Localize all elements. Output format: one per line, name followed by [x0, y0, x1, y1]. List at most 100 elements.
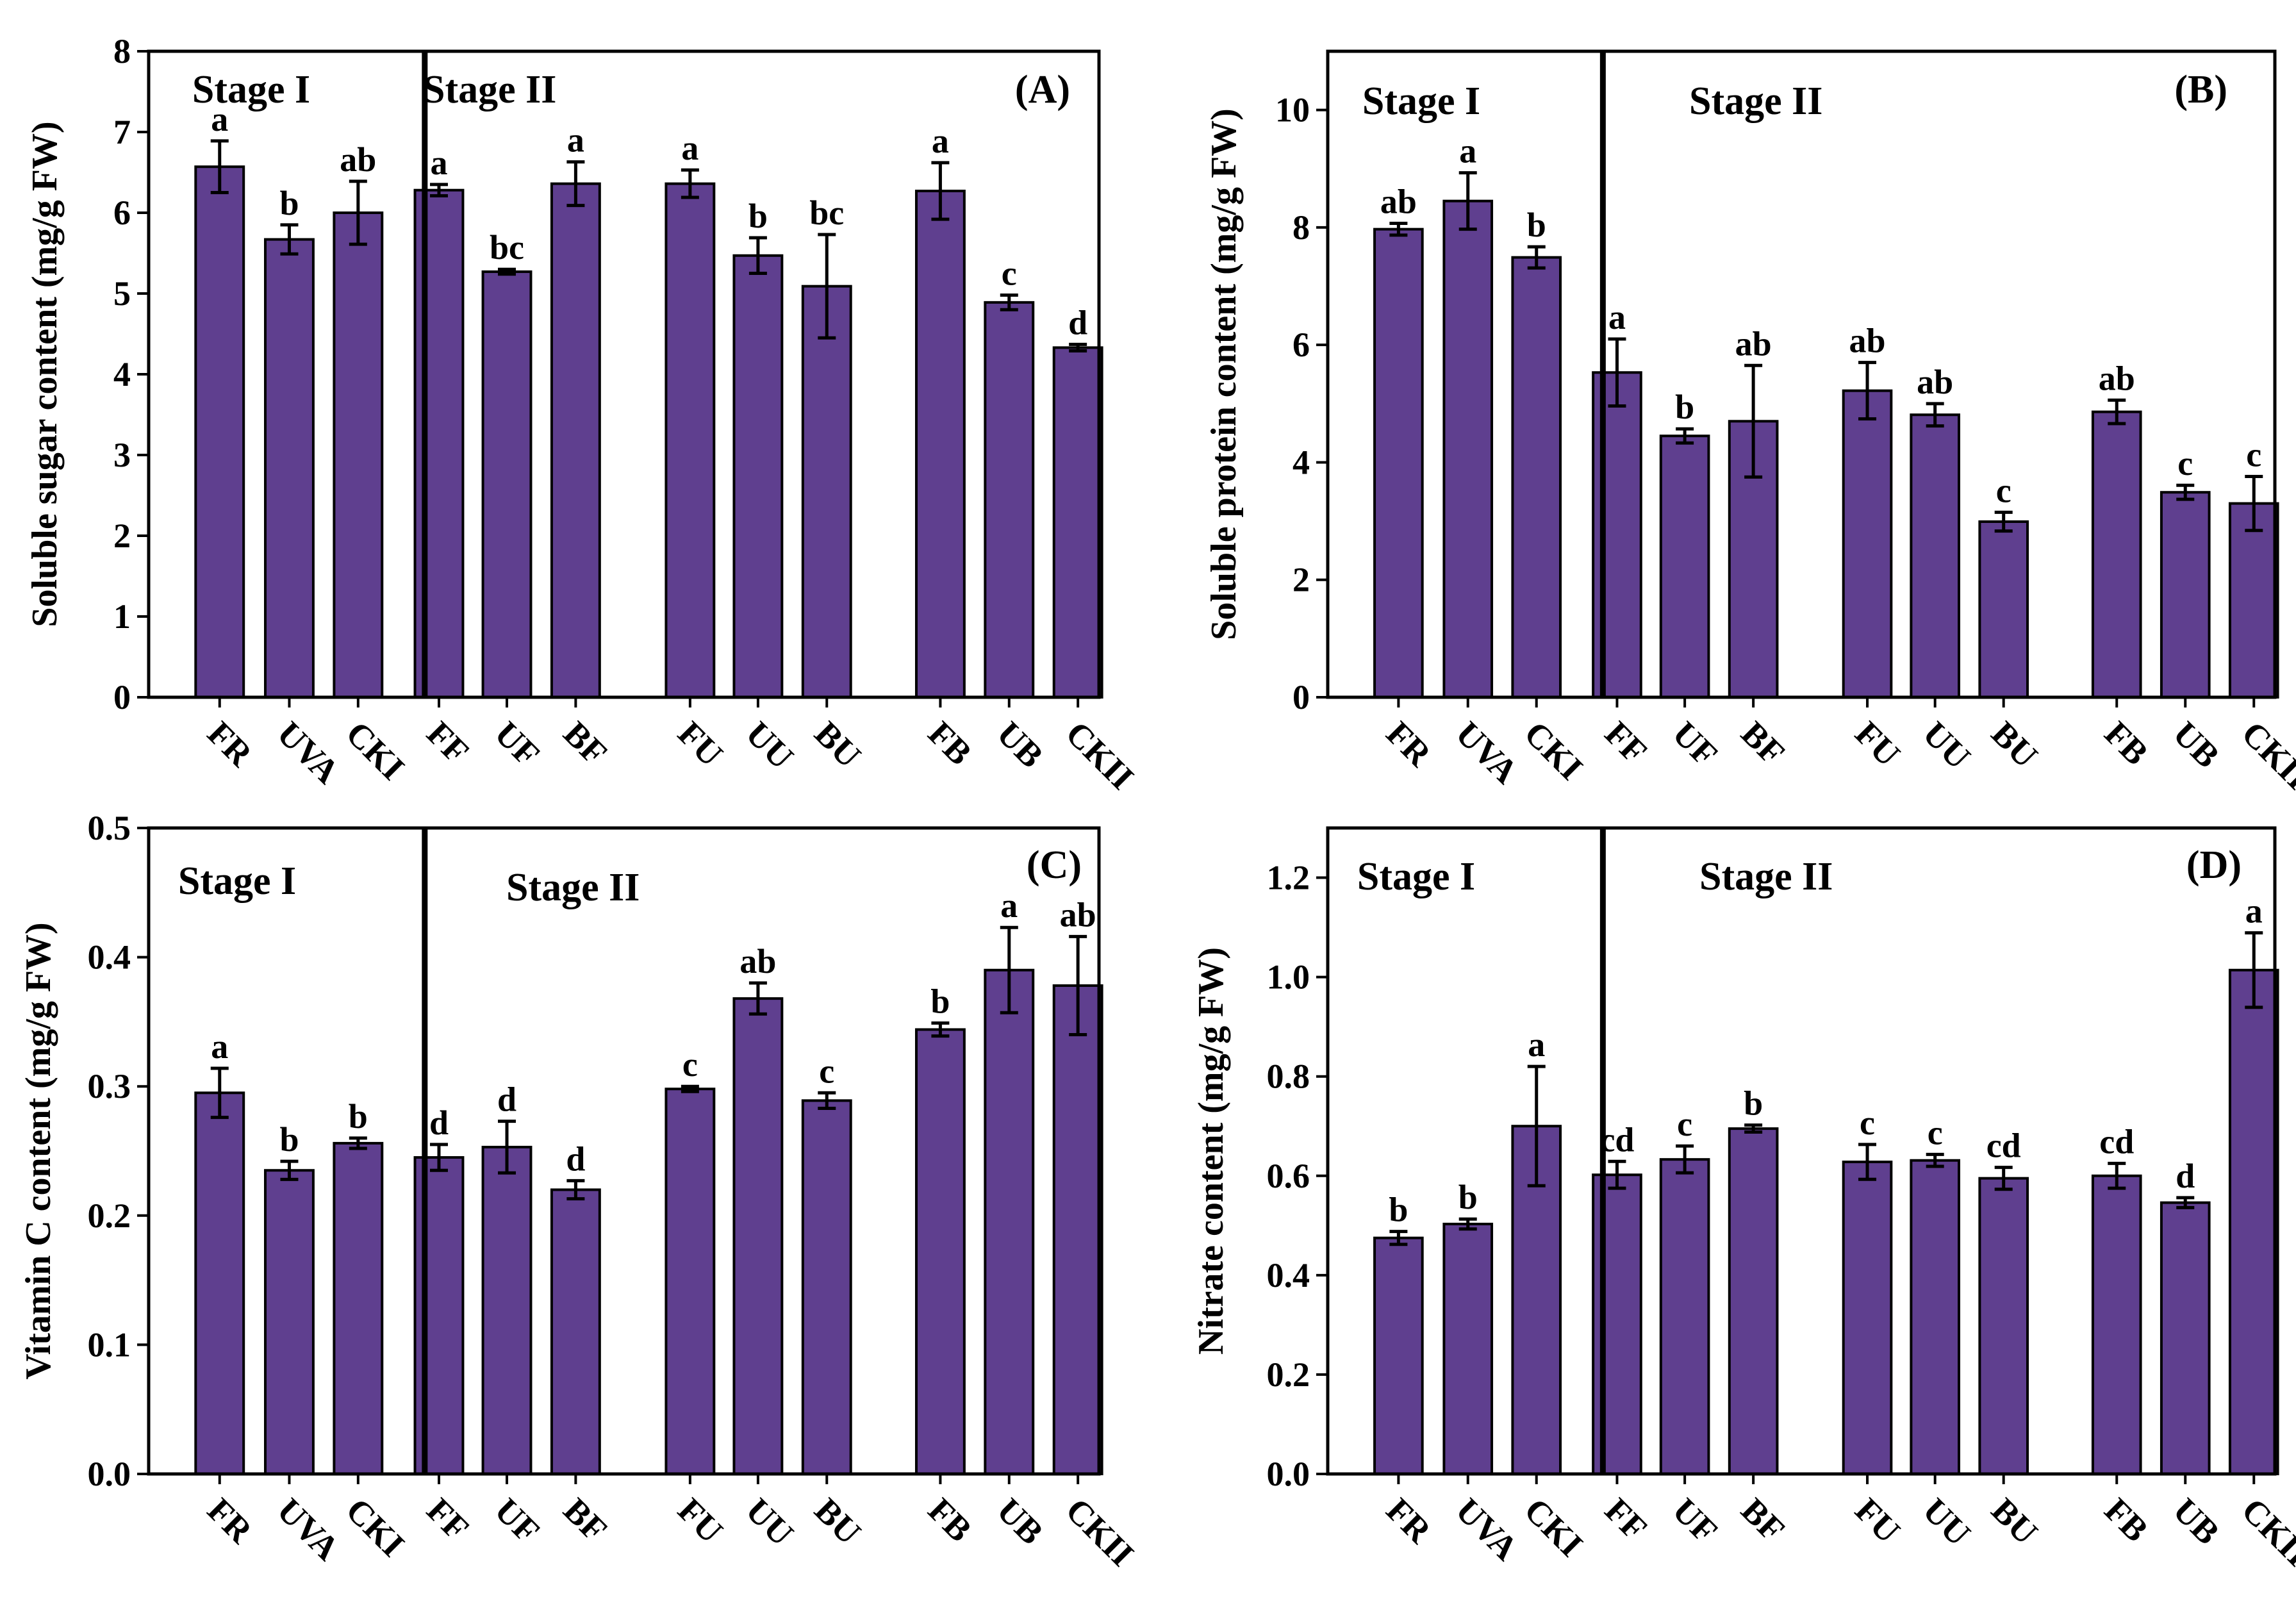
error-bar-FU	[681, 1084, 699, 1093]
x-tick-label-CKI: CKI	[1517, 714, 1590, 788]
bar-UB	[984, 968, 1035, 1475]
error-bar-BF	[1744, 1123, 1763, 1134]
significance-letter-BU: c	[1996, 471, 2011, 509]
y-axis-label: Soluble sugar content (mg/g FW)	[25, 121, 65, 627]
x-tick-label-FF: FF	[420, 714, 477, 771]
x-tick-label-FB: FB	[2097, 1491, 2156, 1549]
error-bar-CKII	[1069, 342, 1087, 352]
bar-BF	[550, 1188, 601, 1475]
error-bar-UB	[2176, 483, 2195, 501]
y-tick-label: 0.8	[1267, 1057, 1310, 1096]
y-tick-label: 0.4	[88, 938, 131, 977]
x-tick-label-BU: BU	[1984, 1491, 2045, 1551]
significance-letter-UF: d	[497, 1080, 516, 1119]
significance-letter-UB: c	[2177, 444, 2193, 483]
x-tick-label-FR: FR	[200, 1491, 260, 1551]
y-tick-label: 0.5	[88, 809, 131, 847]
x-tick-label-FU: FU	[1848, 714, 1908, 774]
bar-UB	[984, 301, 1035, 699]
x-tick-label-UU: UU	[738, 1491, 801, 1553]
error-bar-BF	[1744, 363, 1763, 479]
panel-label: (A)	[1015, 68, 1070, 112]
significance-letter-FU: a	[681, 129, 698, 167]
bar-FU	[665, 1088, 716, 1476]
significance-letter-CKII: d	[1068, 303, 1087, 342]
bar-FR	[1373, 1236, 1424, 1475]
error-bar-UVA	[1458, 1217, 1477, 1231]
significance-letter-CKII: c	[2246, 435, 2261, 474]
significance-letter-FB: cd	[2099, 1122, 2134, 1161]
significance-letter-FB: ab	[2099, 359, 2135, 397]
bar-UVA	[1442, 1222, 1494, 1476]
error-bar-FB	[931, 161, 950, 221]
error-bar-UF	[1676, 1144, 1694, 1175]
significance-letter-BU: cd	[1986, 1127, 2021, 1165]
bar-BU	[1978, 520, 2029, 699]
y-tick-label: 0.3	[88, 1067, 131, 1105]
plot-frame	[147, 826, 1101, 1476]
y-tick-label: 4	[113, 355, 131, 393]
significance-letter-UVA: b	[279, 1120, 299, 1159]
significance-letter-FU: c	[1860, 1104, 1875, 1142]
y-tick-label: 1.2	[1267, 859, 1310, 897]
significance-letter-UF: bc	[490, 228, 524, 267]
y-tick-label: 0.4	[1267, 1256, 1310, 1295]
error-bar-BU	[818, 1091, 836, 1110]
stage-ii-label: Stage II	[506, 866, 640, 909]
significance-letter-FF: a	[430, 144, 447, 182]
y-tick-label: 8	[1293, 208, 1310, 247]
bar-FB	[914, 1028, 966, 1475]
error-bar-UB	[2176, 1196, 2195, 1209]
bar-UVA	[264, 238, 315, 699]
bar-CKII	[1052, 346, 1103, 699]
error-bar-FB	[931, 1021, 950, 1038]
x-tick-label-UB: UB	[2166, 714, 2227, 775]
significance-letter-UB: c	[1002, 254, 1017, 293]
error-bar-CKI	[1527, 245, 1546, 270]
significance-letter-FR: b	[1389, 1191, 1408, 1229]
error-bar-BU	[818, 233, 836, 340]
y-axis-label: Nitrate content (mg/g FW)	[1191, 947, 1231, 1355]
x-tick-label-CKII: CKII	[2234, 714, 2296, 797]
bar-CKII	[1052, 984, 1103, 1475]
significance-letter-BF: d	[566, 1139, 585, 1178]
error-bar-UVA	[280, 1159, 299, 1181]
bar-CKI	[1511, 256, 1562, 699]
bar-UU	[732, 254, 784, 699]
bar-FB	[2091, 410, 2142, 699]
x-tick-label-UU: UU	[738, 714, 801, 777]
bar-BF	[1728, 1127, 1779, 1475]
significance-letter-FF: a	[1608, 298, 1626, 336]
y-tick-label: 0.0	[88, 1455, 131, 1493]
x-tick-label-FB: FB	[921, 1491, 979, 1549]
y-tick-label: 2	[113, 517, 131, 555]
significance-letter-CKI: b	[349, 1097, 368, 1136]
x-tick-label-UB: UB	[989, 714, 1050, 775]
bar-UVA	[264, 1169, 315, 1475]
y-tick-label: 0.2	[1267, 1355, 1310, 1394]
significance-letter-BF: ab	[1735, 324, 1772, 363]
bar-FU	[665, 182, 716, 699]
stage-ii-label: Stage II	[1689, 79, 1822, 123]
bar-UF	[1659, 1158, 1710, 1475]
error-bar-FR	[1389, 221, 1408, 237]
y-tick-label: 0.0	[1267, 1455, 1310, 1493]
bar-BF	[550, 182, 601, 699]
error-bar-UVA	[280, 223, 299, 256]
panel-label: (B)	[2174, 68, 2227, 112]
significance-letter-UF: b	[1675, 388, 1694, 426]
bar-BU	[1978, 1177, 2029, 1475]
significance-letter-UU: c	[1928, 1113, 1943, 1152]
x-tick-label-CKII: CKII	[1059, 714, 1141, 797]
x-tick-label-UVA: UVA	[270, 714, 347, 791]
panel-label: (D)	[2186, 843, 2242, 887]
error-bar-FF	[1608, 1159, 1626, 1190]
error-bar-FF	[429, 183, 448, 198]
x-tick-label-FU: FU	[670, 714, 730, 774]
significance-letter-BU: c	[819, 1052, 834, 1090]
x-tick-label-UB: UB	[2166, 1491, 2227, 1551]
bar-UB	[2160, 491, 2211, 699]
y-tick-label: 5	[113, 274, 131, 313]
